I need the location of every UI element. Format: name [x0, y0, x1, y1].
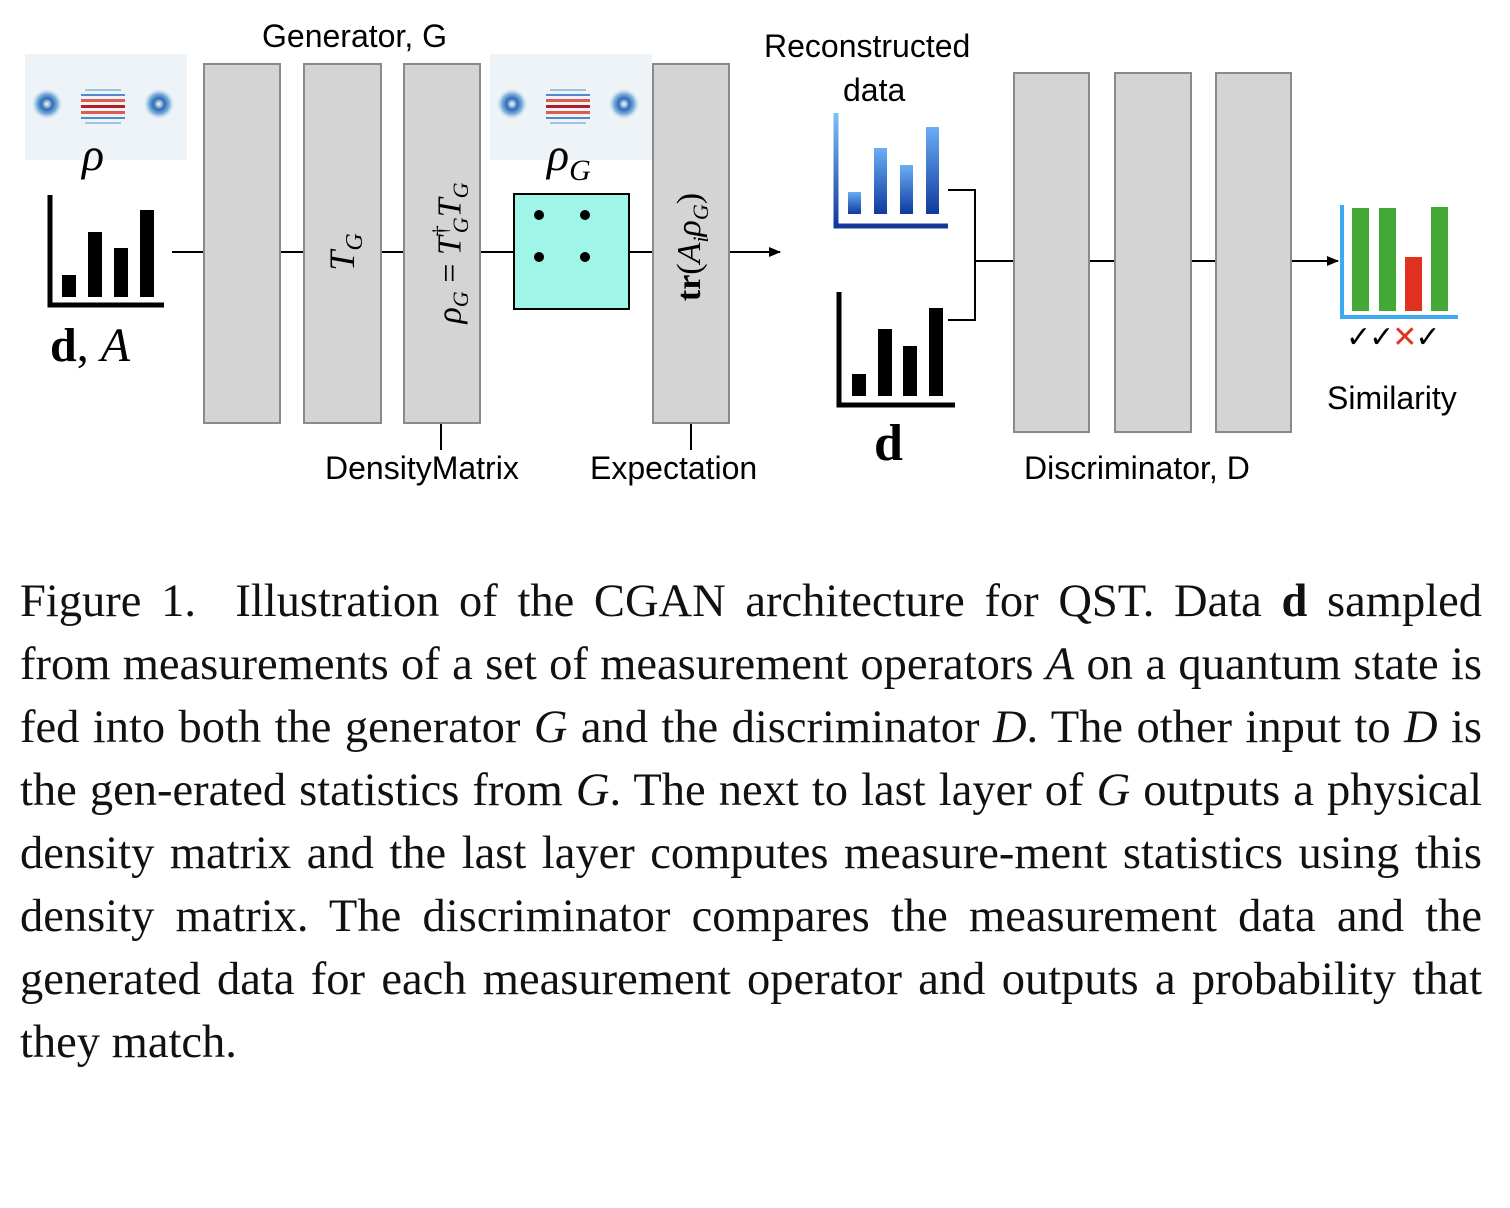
generator-layer-1	[203, 63, 281, 424]
rho-symbol: ρ	[82, 129, 105, 180]
similarity-label: Similarity	[1327, 380, 1457, 416]
reconstructed-title-line2: data	[843, 72, 906, 108]
rho-g-symbol: ρG	[547, 129, 591, 188]
data-histogram	[836, 292, 955, 408]
data-symbol: d	[874, 415, 903, 472]
generator-layer-tg	[303, 63, 382, 424]
tg-layer-label: TG	[322, 233, 369, 271]
cross-icon: ✕	[1392, 321, 1417, 354]
similarity-histogram	[1340, 205, 1458, 319]
check-icon: ✓	[1415, 321, 1440, 354]
rho-state-image	[25, 54, 187, 160]
density-matrix-box	[513, 193, 630, 310]
generator-layer-density	[403, 63, 481, 424]
reconstructed-connector	[948, 189, 976, 321]
diagram-canvas	[47, 113, 1458, 450]
expectation-layer-label: tr(AiρG)	[671, 192, 713, 302]
rho-g-state-image	[490, 54, 652, 160]
figure-caption: Figure 1. Illustration of the CGAN archi…	[20, 576, 1483, 1068]
discriminator-title: Discriminator, D	[1024, 450, 1250, 486]
discriminator-layer-2	[1114, 72, 1192, 433]
check-icon: ✓	[1346, 321, 1371, 354]
reconstructed-histogram	[833, 113, 948, 229]
discriminator-layer-3	[1215, 72, 1292, 433]
generator-title: Generator, G	[262, 18, 447, 54]
discriminator-layer-1	[1013, 72, 1090, 433]
density-layer-label: ρG = T†GTG	[428, 182, 474, 324]
input-symbol: d, A	[50, 319, 131, 372]
reconstructed-title-line1: Reconstructed	[764, 28, 971, 64]
generator-layer-expectation	[652, 63, 730, 424]
check-icon: ✓	[1369, 321, 1394, 354]
input-histogram	[47, 195, 164, 308]
similarity-marks: ✓✓✕✓	[1346, 320, 1441, 355]
figure-label: Figure 1.	[20, 576, 196, 627]
expectation-label: Expectation	[590, 450, 758, 486]
density-matrix-label: DensityMatrix	[325, 450, 519, 486]
